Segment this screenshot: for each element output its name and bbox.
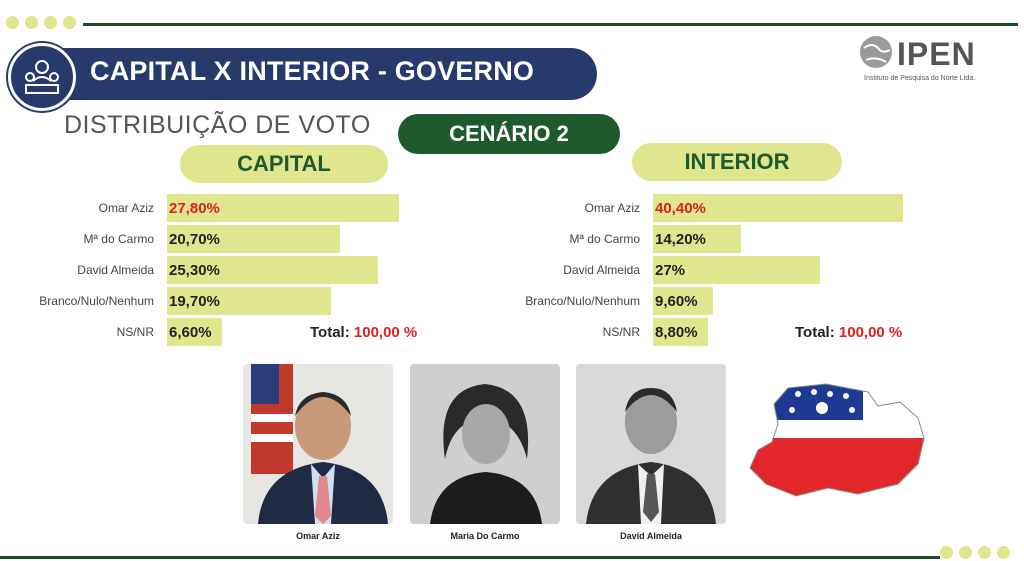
interior-header: INTERIOR <box>632 143 842 181</box>
top-dots-decoration <box>6 16 76 29</box>
candidate-name-omar-aziz: Omar Aziz <box>296 531 340 541</box>
interior-total-value: 100,00 % <box>838 324 903 341</box>
capital-row-label: Branco/Nulo/Nenhum <box>39 294 154 308</box>
candidate-name-david-almeida: David Almeida <box>620 531 682 541</box>
capital-total-value: 100,00 % <box>353 324 418 341</box>
amazonas-flag-map <box>749 383 925 497</box>
ipen-logo <box>860 36 892 68</box>
title-banner <box>30 48 597 100</box>
interior-row-label: NS/NR <box>602 325 640 339</box>
capital-bar <box>167 225 340 253</box>
bottom-divider <box>0 556 940 559</box>
logo-subtitle: Instituto de Pesquisa do Norte Ltda. <box>864 75 976 82</box>
capital-header: CAPITAL <box>180 145 388 183</box>
logo-name: IPEN <box>897 36 976 72</box>
interior-bar-value: 9,60% <box>655 293 698 310</box>
page-subtitle: DISTRIBUIÇÃO DE VOTO <box>64 111 371 139</box>
capital-bar-value: 25,30% <box>169 262 220 279</box>
capital-row-label: Mª do Carmo <box>83 232 154 246</box>
capital-bar <box>167 318 223 346</box>
capital-bar <box>167 287 332 315</box>
interior-bar <box>653 225 742 253</box>
bottom-dots-decoration <box>940 546 1010 559</box>
capital-bar-value: 27,80% <box>169 200 220 217</box>
capital-total-label: Total: <box>310 324 350 341</box>
interior-bar-value: 14,20% <box>655 231 706 248</box>
candidate-photo-omar-aziz <box>243 364 393 524</box>
interior-row-label: Branco/Nulo/Nenhum <box>525 294 640 308</box>
scenario-badge: CENÁRIO 2 <box>398 114 620 154</box>
voters-icon <box>8 43 76 111</box>
capital-total: Total: 100,00 % <box>310 324 417 341</box>
page-title: CAPITAL X INTERIOR - GOVERNO <box>90 56 535 86</box>
top-divider <box>83 23 1018 26</box>
interior-row-label: Mª do Carmo <box>569 232 640 246</box>
capital-row-label: David Almeida <box>77 263 154 277</box>
interior-row-label: Omar Aziz <box>584 201 640 215</box>
candidate-name-maria-do-carmo: Maria Do Carmo <box>450 531 520 541</box>
capital-row-label: Omar Aziz <box>98 201 154 215</box>
interior-bar <box>653 287 713 315</box>
interior-bar <box>653 318 708 346</box>
capital-bar-value: 20,70% <box>169 231 220 248</box>
interior-bar-value: 40,40% <box>655 200 706 217</box>
interior-bar-value: 8,80% <box>655 324 698 341</box>
interior-bar <box>653 194 904 222</box>
interior-total: Total: 100,00 % <box>795 324 902 341</box>
capital-bar <box>167 256 379 284</box>
capital-bar-value: 6,60% <box>169 324 212 341</box>
capital-bar-value: 19,70% <box>169 293 220 310</box>
interior-row-label: David Almeida <box>563 263 640 277</box>
interior-total-label: Total: <box>795 324 835 341</box>
capital-row-label: NS/NR <box>116 325 154 339</box>
interior-bar-value: 27% <box>655 262 686 279</box>
capital-bar <box>167 194 400 222</box>
interior-bar <box>653 256 821 284</box>
candidate-photo-maria-do-carmo <box>410 364 560 524</box>
candidate-photo-david-almeida <box>576 364 726 524</box>
